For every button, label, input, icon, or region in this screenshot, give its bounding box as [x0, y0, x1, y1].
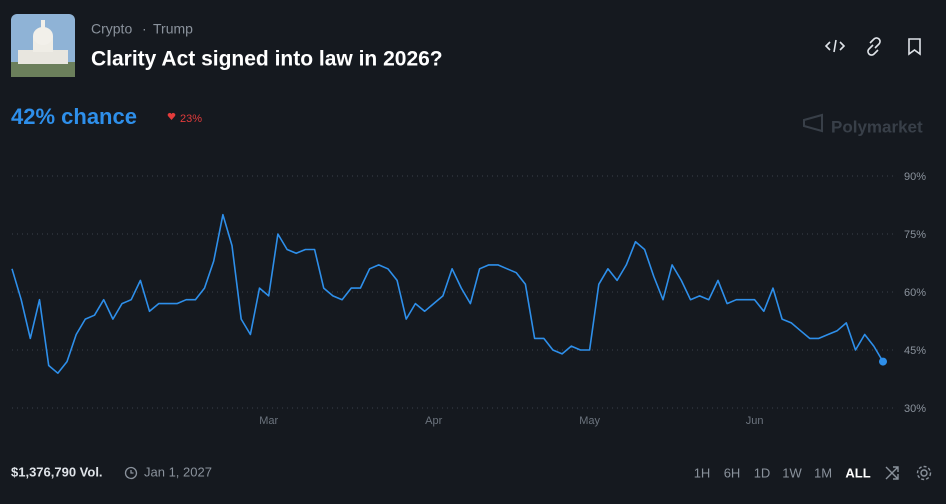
y-tick-label: 60%: [904, 287, 926, 299]
range-tabs: 1H 6H 1D 1W 1M ALL: [694, 465, 871, 480]
range-tab[interactable]: 1M: [814, 465, 832, 480]
range-tab[interactable]: 1H: [694, 465, 711, 480]
y-tick-label: 30%: [904, 403, 926, 415]
y-tick-label: 75%: [904, 229, 926, 241]
y-tick-label: 90%: [904, 171, 926, 183]
price-line: [11, 213, 884, 374]
x-tick-label: May: [579, 415, 600, 427]
last-point: [879, 357, 887, 366]
plot: 30% 45% 60% 75% 90% Mar Apr May Jun: [11, 171, 926, 427]
range-tab[interactable]: 6H: [724, 465, 741, 480]
header-icons[interactable]: [824, 37, 921, 56]
range-tab[interactable]: 1W: [782, 465, 802, 480]
change: 23%: [180, 113, 202, 125]
end-date: Jan 1, 2027: [144, 464, 212, 479]
x-tick-label: Mar: [259, 415, 278, 427]
breadcrumb[interactable]: Crypto: [91, 21, 132, 37]
volume: $1,376,790 Vol.: [11, 464, 103, 479]
chance: 42% chance: [11, 104, 137, 129]
clock-icon: [124, 466, 138, 480]
footer-icons[interactable]: [885, 465, 932, 481]
brand-name: Polymarket: [831, 117, 923, 136]
change-icon: [167, 112, 176, 120]
breadcrumb[interactable]: Trump: [153, 21, 193, 37]
brand: Polymarket: [803, 113, 923, 136]
range-tab[interactable]: ALL: [845, 465, 870, 480]
x-tick-label: Jun: [746, 415, 764, 427]
y-tick-label: 45%: [904, 345, 926, 357]
range-tab[interactable]: 1D: [754, 465, 771, 480]
x-tick-label: Apr: [425, 415, 442, 427]
market-image: [11, 14, 75, 77]
separator: ·: [142, 21, 147, 37]
market-title: Clarity Act signed into law in 2026?: [91, 48, 443, 71]
